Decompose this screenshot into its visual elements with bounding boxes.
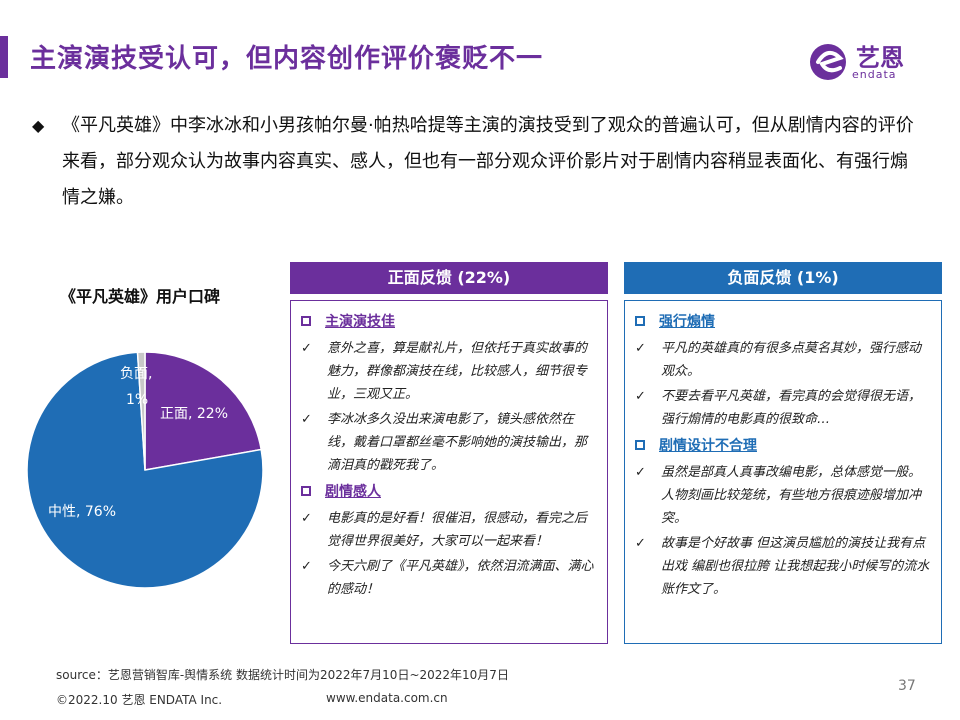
negative-feedback-body: 强行煽情 ✓ 平凡的英雄真的有很多点莫名其妙，强行感动观众。 ✓ 不要去看平凡英… [624,300,942,644]
positive-section-title: 主演演技佳 [301,311,597,331]
comment-item: ✓ 李冰冰多久没出来演电影了，镜头感依然在线，戴着口罩都丝毫不影响她的演技输出，… [301,408,597,477]
pie-slice-positive [144,351,263,471]
comment-text: 不要去看平凡英雄，看完真的会觉得很无语，强行煽情的电影真的很致命… [661,389,922,427]
square-box-icon [301,316,311,326]
comment-item: ✓ 今天六刷了《平凡英雄》，依然泪流满面、满心的感动！ [301,555,597,601]
comment-text: 电影真的是好看！很催泪，很感动，看完之后觉得世界很美好，大家可以一起来看！ [327,511,588,549]
comment-item: ✓ 电影真的是好看！很催泪，很感动，看完之后觉得世界很美好，大家可以一起来看！ [301,507,597,553]
comment-item: ✓ 意外之喜，算是献礼片，但依托于真实故事的魅力，群像都演技在线，比较感人，细节… [301,337,597,406]
square-box-icon [635,440,645,450]
negative-section-title: 剧情设计不合理 [635,435,931,455]
pie-label-positive: 正面, 22% [160,406,228,422]
square-box-icon [635,316,645,326]
section-title-text: 剧情设计不合理 [659,438,757,454]
section-title-text: 剧情感人 [325,484,381,500]
comment-item: ✓ 不要去看平凡英雄，看完真的会觉得很无语，强行煽情的电影真的很致命… [635,385,931,431]
checkmark-icon: ✓ [635,465,646,480]
positive-feedback-header: 正面反馈 (22%) [290,262,608,294]
checkmark-icon: ✓ [635,536,646,551]
comment-item: ✓ 平凡的英雄真的有很多点莫名其妙，强行感动观众。 [635,337,931,383]
comment-text: 故事是个好故事 但这演员尴尬的演技让我有点出戏 编剧也很拉胯 让我想起我小时候写… [661,536,930,597]
comment-text: 平凡的英雄真的有很多点莫名其妙，强行感动观众。 [661,341,922,379]
comment-text: 李冰冰多久没出来演电影了，镜头感依然在线，戴着口罩都丝毫不影响她的演技输出，那滴… [327,412,588,473]
logo-subtext: endata [852,68,897,81]
checkmark-icon: ✓ [301,412,312,427]
checkmark-icon: ✓ [635,341,646,356]
comment-text: 今天六刷了《平凡英雄》，依然泪流满面、满心的感动！ [327,559,594,597]
chart-title: 《平凡英雄》用户口碑 [60,287,221,306]
endata-logo: 艺恩 endata [808,40,928,84]
positive-section-title: 剧情感人 [301,481,597,501]
checkmark-icon: ✓ [635,389,646,404]
pie-label-neutral: 中性, 76% [48,504,116,520]
positive-feedback-body: 主演演技佳 ✓ 意外之喜，算是献礼片，但依托于真实故事的魅力，群像都演技在线，比… [290,300,608,644]
negative-feedback-panel: 负面反馈 (1%) 强行煽情 ✓ 平凡的英雄真的有很多点莫名其妙，强行感动观众。… [624,262,942,644]
negative-feedback-header: 负面反馈 (1%) [624,262,942,294]
source-note: source：艺恩营销智库-舆情系统 数据统计时间为2022年7月10日~202… [56,668,509,682]
logo-text: 艺恩 [856,44,904,72]
title-accent-bar [0,36,8,78]
comment-item: ✓ 虽然是部真人真事改编电影，总体感觉一般。人物刻画比较笼统，有些地方很痕迹般增… [635,461,931,530]
diamond-icon: ◆ [32,116,45,135]
section-title-text: 强行煽情 [659,314,715,330]
pie-slice-negative [136,351,146,471]
comment-text: 虽然是部真人真事改编电影，总体感觉一般。人物刻画比较笼统，有些地方很痕迹般增加冲… [661,465,922,526]
square-box-icon [301,486,311,496]
pie-chart: 正面, 22% 中性, 76% 负面, 1% [26,351,264,589]
checkmark-icon: ✓ [301,559,312,574]
pie-label-negative-pct: 1% [126,392,148,408]
pie-slice-neutral [26,351,264,589]
summary-text: 《平凡英雄》中李冰冰和小男孩帕尔曼·帕热哈提等主演的演技受到了观众的普遍认可，但… [62,115,914,208]
section-title-text: 主演演技佳 [325,314,395,330]
comment-text: 意外之喜，算是献礼片，但依托于真实故事的魅力，群像都演技在线，比较感人，细节很专… [327,341,588,402]
positive-feedback-panel: 正面反馈 (22%) 主演演技佳 ✓ 意外之喜，算是献礼片，但依托于真实故事的魅… [290,262,608,644]
page-number: 37 [898,678,916,694]
pie-label-negative: 负面, [120,366,152,382]
logo-mark-icon [810,44,846,80]
website-link[interactable]: www.endata.com.cn [326,691,448,705]
negative-section-title: 强行煽情 [635,311,931,331]
comment-item: ✓ 故事是个好故事 但这演员尴尬的演技让我有点出戏 编剧也很拉胯 让我想起我小时… [635,532,931,601]
checkmark-icon: ✓ [301,341,312,356]
summary-bullet: ◆ 《平凡英雄》中李冰冰和小男孩帕尔曼·帕热哈提等主演的演技受到了观众的普遍认可… [32,108,922,216]
copyright: ©2022.10 艺恩 ENDATA Inc. [56,693,223,707]
checkmark-icon: ✓ [301,511,312,526]
page-title: 主演演技受认可，但内容创作评价褒贬不一 [30,44,544,74]
